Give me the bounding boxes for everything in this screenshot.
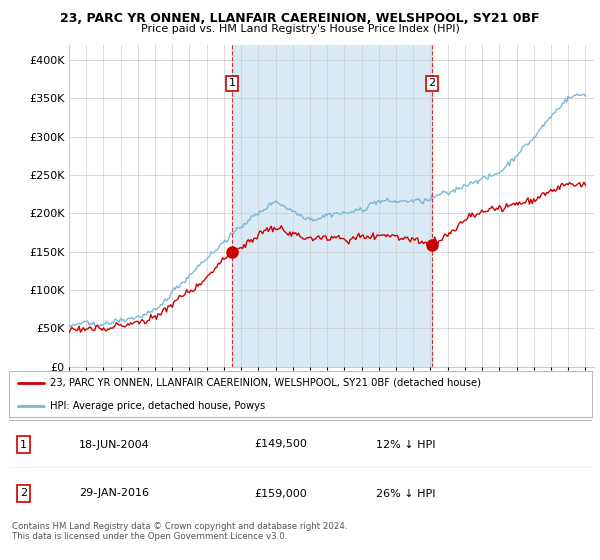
Text: 2: 2 bbox=[20, 488, 27, 498]
Text: £149,500: £149,500 bbox=[254, 440, 307, 450]
Text: 23, PARC YR ONNEN, LLANFAIR CAEREINION, WELSHPOOL, SY21 0BF: 23, PARC YR ONNEN, LLANFAIR CAEREINION, … bbox=[60, 12, 540, 25]
Text: 1: 1 bbox=[229, 78, 235, 88]
Text: £159,000: £159,000 bbox=[254, 488, 307, 498]
Bar bbox=[232, 45, 432, 367]
Text: Contains HM Land Registry data © Crown copyright and database right 2024.
This d: Contains HM Land Registry data © Crown c… bbox=[12, 522, 347, 542]
Text: 23, PARC YR ONNEN, LLANFAIR CAEREINION, WELSHPOOL, SY21 0BF (detached house): 23, PARC YR ONNEN, LLANFAIR CAEREINION, … bbox=[50, 378, 481, 388]
Text: 1: 1 bbox=[20, 440, 27, 450]
Text: 12% ↓ HPI: 12% ↓ HPI bbox=[376, 440, 436, 450]
Text: Price paid vs. HM Land Registry's House Price Index (HPI): Price paid vs. HM Land Registry's House … bbox=[140, 24, 460, 34]
Text: 26% ↓ HPI: 26% ↓ HPI bbox=[376, 488, 436, 498]
Text: 29-JAN-2016: 29-JAN-2016 bbox=[79, 488, 149, 498]
Text: 18-JUN-2004: 18-JUN-2004 bbox=[79, 440, 150, 450]
Text: HPI: Average price, detached house, Powys: HPI: Average price, detached house, Powy… bbox=[50, 401, 265, 410]
Text: 2: 2 bbox=[428, 78, 436, 88]
